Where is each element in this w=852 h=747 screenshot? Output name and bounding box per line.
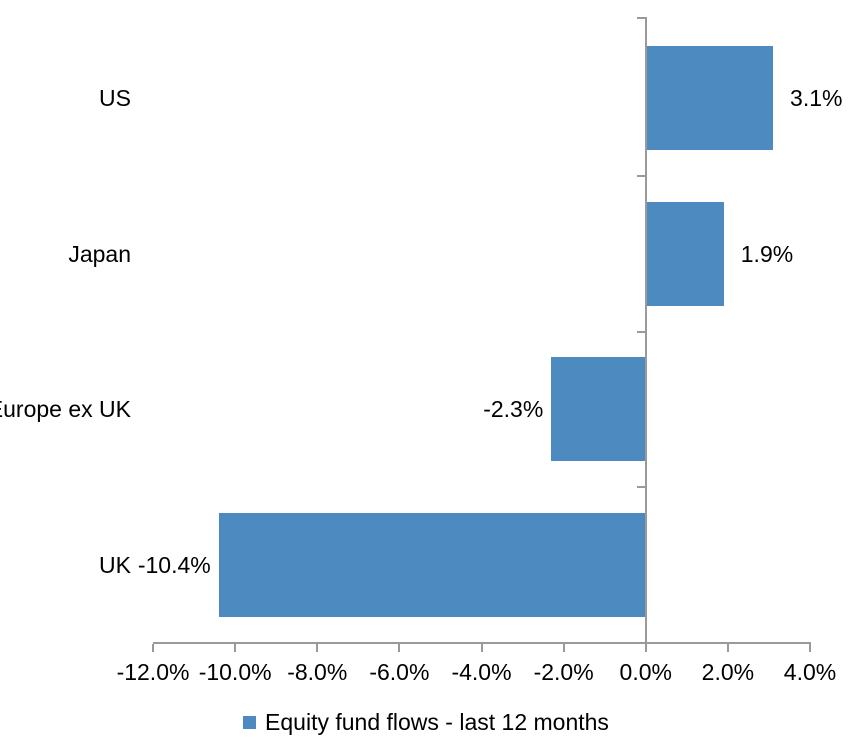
legend: Equity fund flows - last 12 months (0, 707, 852, 737)
value-label: 3.1% (790, 84, 843, 111)
category-label: Japan (68, 240, 131, 267)
x-tick-label: -4.0% (451, 659, 512, 685)
bar (218, 513, 646, 618)
bar (551, 357, 646, 462)
x-tick-label: -12.0% (116, 659, 190, 685)
x-tick-label: 2.0% (701, 659, 755, 685)
y-tick (636, 486, 645, 489)
x-tick (644, 644, 647, 652)
category-label: Europe ex UK (0, 396, 131, 423)
x-tick-label: 0.0% (619, 659, 672, 685)
legend-label: Equity fund flows - last 12 months (265, 708, 609, 735)
value-label: 1.9% (740, 240, 794, 267)
category-label: UK (99, 552, 131, 579)
x-tick-label: -2.0% (533, 659, 594, 685)
value-label: -2.3% (483, 396, 544, 423)
x-tick-label: -6.0% (369, 659, 430, 685)
x-tick-label: -8.0% (287, 659, 348, 685)
x-tick (152, 644, 154, 652)
y-tick (636, 17, 645, 19)
x-tick-label: -10.0% (198, 659, 272, 685)
x-tick (562, 644, 565, 652)
bar (645, 45, 774, 150)
bar (645, 201, 724, 306)
x-axis-line (153, 642, 811, 644)
x-tick (726, 644, 729, 652)
x-tick (316, 644, 319, 652)
zero-axis-line (644, 17, 647, 651)
y-tick (636, 330, 645, 333)
x-tick (398, 644, 401, 652)
x-tick-label: 4.0% (783, 659, 837, 685)
x-tick (809, 644, 811, 652)
category-label: US (99, 84, 131, 111)
value-label: -10.4% (137, 552, 211, 579)
legend-swatch-icon (243, 715, 257, 729)
x-tick (480, 644, 483, 652)
x-tick (234, 644, 237, 652)
y-tick (636, 174, 645, 177)
